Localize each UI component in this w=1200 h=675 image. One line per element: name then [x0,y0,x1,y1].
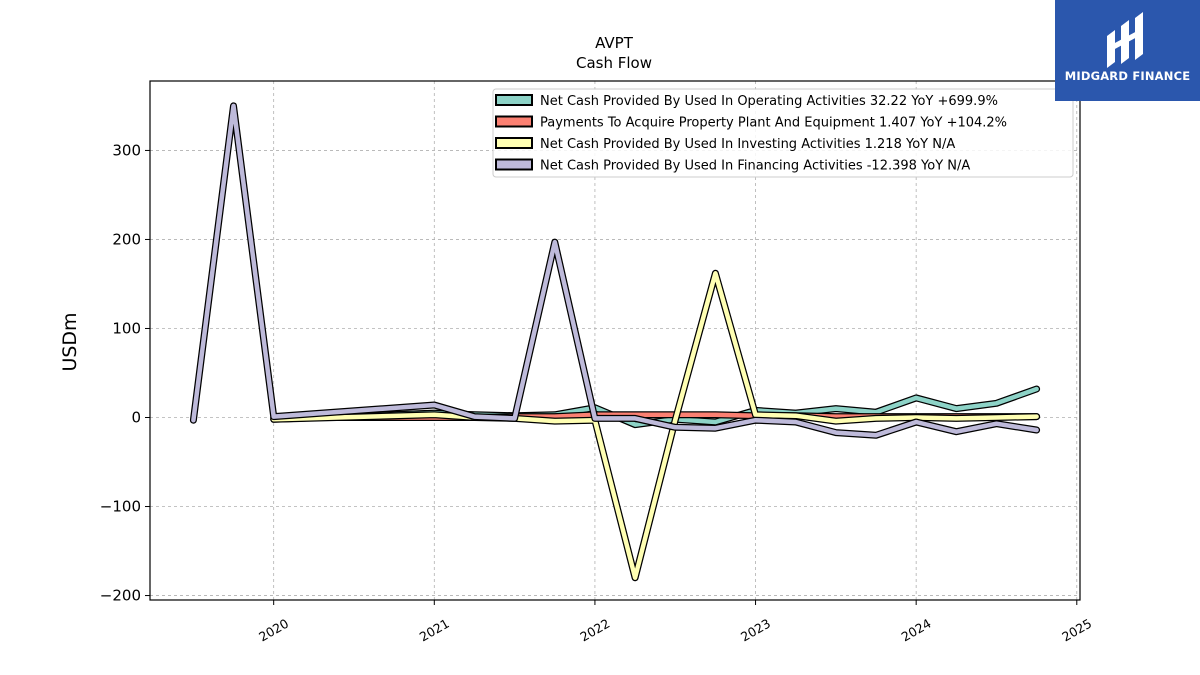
legend-swatch [495,158,533,171]
x-tick-label: 2021 [417,616,452,645]
y-tick-label: 300 [112,141,141,159]
legend-label: Net Cash Provided By Used In Operating A… [540,94,998,109]
legend-label: Payments To Acquire Property Plant And E… [540,116,1007,131]
y-tick-label: 0 [131,409,141,427]
x-tick-label: 2022 [577,616,612,645]
x-tick-label: 2023 [738,616,773,645]
chart-title: AVPT [595,34,634,52]
legend-box [492,88,1074,178]
legend-label: Net Cash Provided By Used In Investing A… [540,137,955,152]
logo-mark-icon [1107,12,1143,68]
legend-swatch [495,137,533,149]
y-tick-label: 100 [112,319,141,337]
y-tick-label: 200 [112,230,141,248]
x-tick-label: 2024 [899,616,934,645]
plot-frame [149,80,1081,601]
series-lines [189,102,1041,582]
legend-swatch [495,94,533,106]
y-tick-label: −100 [100,498,141,516]
chart-subtitle: Cash Flow [576,54,652,72]
x-tick-label: 2020 [256,616,291,645]
y-axis-label: USDm [59,312,81,371]
y-tick-label: −200 [100,587,141,605]
legend: Net Cash Provided By Used In Operating A… [492,88,1074,178]
brand-name: MIDGARD FINANCE [1064,69,1191,83]
midgard-finance-logo: MIDGARD FINANCE [1055,0,1200,101]
legend-swatch [495,115,533,128]
series-line [191,103,1039,438]
x-tick-label: 2025 [1059,616,1094,645]
legend-label: Net Cash Provided By Used In Financing A… [540,159,970,174]
